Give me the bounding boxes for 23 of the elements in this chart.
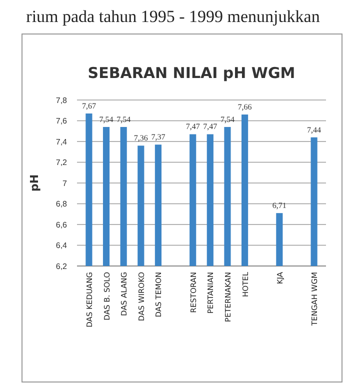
data-label: 7,44 xyxy=(307,125,322,134)
y-tick-label: 7,4 xyxy=(56,137,68,146)
y-tick-label: 6,6 xyxy=(56,220,68,230)
y-tick-label: 7 xyxy=(62,178,68,188)
data-label: 7,54 xyxy=(220,114,234,124)
data-label: 7,37 xyxy=(151,132,166,142)
data-label: 6,71 xyxy=(272,201,286,210)
data-label: 7,36 xyxy=(134,134,148,143)
y-tick-label: 6,2 xyxy=(56,262,68,271)
y-tick-label: 7,6 xyxy=(56,116,68,126)
y-tick-label: 6,8 xyxy=(56,200,68,209)
text: rium pada tahun 1995 - 1999 menunjukkan xyxy=(26,7,320,26)
y-axis-title: pH xyxy=(28,174,41,192)
data-label: 7,47 xyxy=(203,122,218,132)
data-label: 7,47 xyxy=(186,122,200,132)
data-label: 7,67 xyxy=(82,101,96,110)
data-label: 7,66 xyxy=(238,102,252,112)
y-tick-label: 7,2 xyxy=(56,158,68,168)
data-label: 7,54 xyxy=(99,114,114,124)
y-tick-label: 7,8 xyxy=(56,96,68,105)
y-tick-label: 6,4 xyxy=(56,241,68,250)
chart-title: SEBARAN NILAI pH WGM xyxy=(88,64,296,82)
data-label: 7,54 xyxy=(116,114,131,124)
